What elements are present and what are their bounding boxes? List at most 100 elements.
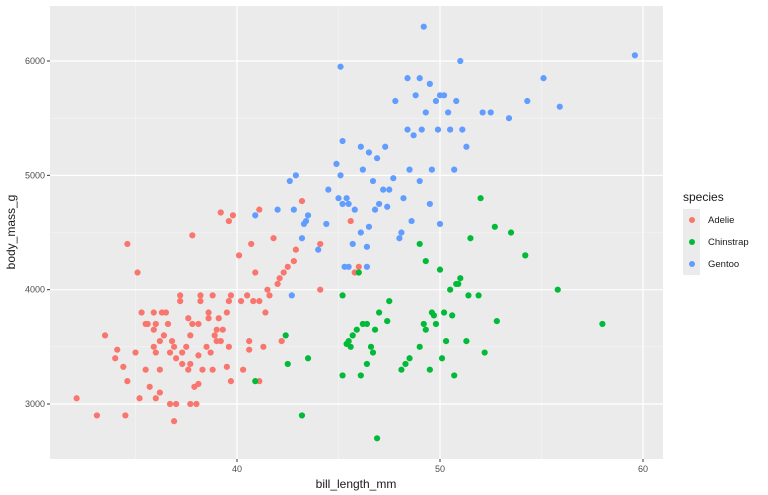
data-point (256, 298, 263, 305)
data-point (282, 332, 289, 339)
data-point (376, 200, 383, 208)
data-point (479, 109, 486, 116)
data-point (481, 349, 488, 356)
data-point (264, 286, 271, 293)
point-icon (688, 261, 695, 267)
y-tick-label: 5000 (25, 170, 45, 180)
data-point (447, 126, 454, 133)
data-point (278, 338, 285, 345)
data-point (359, 166, 366, 173)
data-point (475, 292, 482, 299)
data-point (445, 109, 452, 116)
data-point (418, 126, 425, 133)
data-point (390, 175, 397, 182)
data-point (487, 109, 494, 116)
data-point (420, 320, 427, 328)
data-point (152, 395, 159, 402)
data-point (406, 355, 413, 362)
data-point (463, 338, 470, 345)
data-point (428, 166, 435, 173)
data-point (183, 343, 190, 350)
legend-item-adelie: Adelie (683, 209, 749, 231)
data-point (217, 209, 224, 216)
data-point (422, 326, 429, 333)
data-point (345, 263, 352, 270)
data-point (524, 97, 531, 105)
data-point (225, 343, 232, 350)
y-tick-label: 6000 (25, 56, 45, 66)
data-point (335, 195, 342, 202)
data-point (284, 360, 291, 368)
data-point (195, 352, 202, 359)
data-point (187, 360, 194, 368)
data-point (491, 223, 498, 230)
data-point (432, 97, 440, 105)
data-point (166, 400, 174, 408)
data-point (349, 332, 356, 339)
data-point (73, 395, 80, 402)
data-point (170, 418, 178, 425)
data-point (369, 177, 377, 185)
data-point (416, 343, 423, 350)
data-point (179, 349, 186, 356)
data-point (156, 338, 163, 345)
legend-key (683, 253, 700, 275)
data-point (398, 366, 405, 373)
data-point (436, 220, 444, 228)
data-point (339, 137, 346, 145)
data-point (209, 366, 216, 373)
data-point (380, 186, 387, 193)
data-point (376, 309, 383, 316)
data-point (280, 269, 287, 276)
data-point (112, 355, 119, 362)
data-point (270, 235, 277, 242)
data-point (384, 203, 391, 210)
data-point (203, 343, 210, 350)
point-icon (688, 217, 695, 223)
x-axis: 40 50 60 (232, 459, 648, 474)
data-point (400, 195, 407, 202)
data-point (465, 292, 472, 299)
data-point (292, 246, 299, 253)
data-point (343, 195, 350, 202)
data-point (173, 400, 180, 408)
data-point (114, 346, 121, 353)
data-point (345, 338, 352, 345)
data-point (333, 160, 340, 168)
legend-label: Chinstrap (708, 236, 749, 248)
data-point (227, 378, 235, 385)
data-point (434, 126, 442, 133)
data-point (493, 318, 500, 325)
data-point (197, 298, 204, 305)
data-point (426, 80, 433, 87)
data-point (398, 229, 405, 236)
data-point (347, 217, 354, 225)
data-point (205, 315, 212, 322)
data-point (416, 177, 423, 185)
data-point (396, 235, 403, 242)
data-point (173, 355, 180, 362)
data-point (168, 338, 176, 345)
data-point (386, 298, 393, 305)
data-point (152, 320, 159, 328)
data-point (276, 275, 283, 282)
data-point (162, 309, 170, 316)
data-point (355, 263, 362, 270)
data-point (599, 320, 606, 328)
data-point (459, 126, 466, 133)
data-point (237, 298, 245, 305)
data-point (410, 132, 417, 139)
x-axis-title: bill_length_mm (316, 477, 397, 491)
data-point (134, 269, 141, 276)
data-point (505, 115, 513, 122)
data-point (136, 395, 143, 402)
data-point (325, 186, 332, 193)
data-point (262, 309, 269, 316)
data-point (371, 206, 379, 213)
data-point (457, 275, 464, 282)
data-point (199, 366, 206, 373)
data-point (402, 360, 409, 368)
data-point (227, 292, 235, 299)
data-point (284, 263, 291, 270)
data-point (426, 200, 433, 208)
